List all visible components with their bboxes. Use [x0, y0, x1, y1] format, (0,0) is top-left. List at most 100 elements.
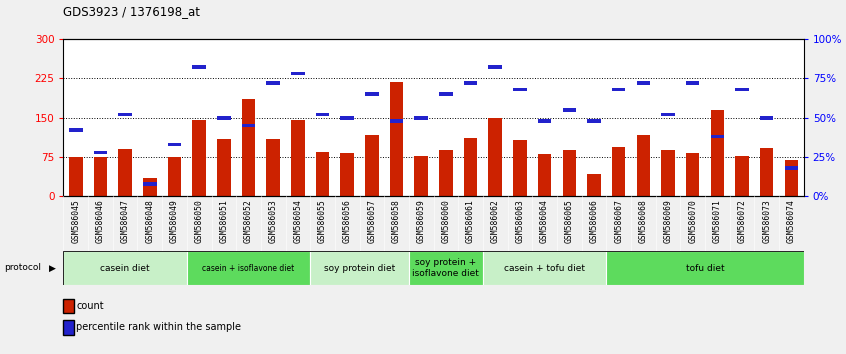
Text: soy protein +
isoflavone diet: soy protein + isoflavone diet — [413, 258, 480, 278]
Bar — [192, 65, 206, 69]
Bar — [69, 129, 83, 132]
Bar — [168, 143, 181, 146]
Bar — [464, 138, 477, 196]
Bar — [415, 116, 428, 120]
Bar — [563, 108, 576, 112]
Bar — [187, 251, 310, 285]
Bar — [686, 153, 700, 196]
Bar — [316, 152, 329, 196]
Text: GSM586057: GSM586057 — [367, 199, 376, 243]
Bar — [514, 87, 527, 91]
Text: GSM586059: GSM586059 — [417, 199, 426, 243]
Text: GSM586056: GSM586056 — [343, 199, 352, 243]
Bar — [390, 82, 404, 196]
Text: GSM586046: GSM586046 — [96, 199, 105, 243]
Text: GSM586066: GSM586066 — [590, 199, 598, 243]
Bar — [514, 140, 527, 196]
Bar — [784, 166, 798, 170]
Bar — [69, 157, 83, 196]
Text: GSM586072: GSM586072 — [738, 199, 746, 243]
Bar — [735, 155, 749, 196]
Bar — [365, 135, 379, 196]
Bar — [365, 92, 379, 96]
Bar — [563, 150, 576, 196]
Bar — [217, 139, 231, 196]
Bar — [409, 251, 483, 285]
Bar — [316, 113, 329, 116]
Text: GSM586054: GSM586054 — [294, 199, 302, 243]
Bar — [94, 150, 107, 154]
Text: GSM586074: GSM586074 — [787, 199, 796, 243]
Bar — [636, 135, 650, 196]
Bar — [711, 135, 724, 138]
Bar — [118, 113, 132, 116]
Text: tofu diet: tofu diet — [686, 264, 724, 273]
Text: count: count — [76, 301, 104, 311]
Bar — [488, 65, 502, 69]
Bar — [143, 182, 157, 186]
Text: GDS3923 / 1376198_at: GDS3923 / 1376198_at — [63, 5, 201, 18]
Bar — [291, 120, 305, 196]
Text: soy protein diet: soy protein diet — [324, 264, 395, 273]
Text: GSM586069: GSM586069 — [663, 199, 673, 243]
Text: GSM586065: GSM586065 — [565, 199, 574, 243]
Bar — [242, 99, 255, 196]
Text: casein + isoflavone diet: casein + isoflavone diet — [202, 264, 294, 273]
Bar — [192, 120, 206, 196]
Text: GSM586049: GSM586049 — [170, 199, 179, 243]
Bar — [291, 72, 305, 75]
Bar — [636, 81, 650, 85]
Bar — [686, 81, 700, 85]
Text: GSM586068: GSM586068 — [639, 199, 648, 243]
Text: GSM586050: GSM586050 — [195, 199, 204, 243]
Bar — [266, 81, 280, 85]
Bar — [735, 87, 749, 91]
Text: GSM586060: GSM586060 — [442, 199, 450, 243]
Bar — [711, 110, 724, 196]
Bar — [94, 157, 107, 196]
Bar — [464, 81, 477, 85]
Text: GSM586051: GSM586051 — [219, 199, 228, 243]
Bar — [340, 116, 354, 120]
Bar — [143, 178, 157, 196]
Bar — [662, 150, 675, 196]
Bar — [612, 147, 625, 196]
Bar — [538, 119, 552, 123]
Bar — [340, 153, 354, 196]
Bar — [439, 150, 453, 196]
Text: GSM586061: GSM586061 — [466, 199, 475, 243]
Bar — [587, 175, 601, 196]
Bar — [390, 119, 404, 123]
Text: GSM586067: GSM586067 — [614, 199, 624, 243]
Bar — [63, 251, 187, 285]
Text: GSM586071: GSM586071 — [713, 199, 722, 243]
Bar — [587, 119, 601, 123]
Text: protocol: protocol — [4, 263, 41, 273]
Text: GSM586048: GSM586048 — [146, 199, 154, 243]
Text: GSM586053: GSM586053 — [269, 199, 277, 243]
Text: ▶: ▶ — [49, 263, 56, 273]
Text: GSM586070: GSM586070 — [688, 199, 697, 243]
Bar — [118, 149, 132, 196]
Bar — [439, 92, 453, 96]
Bar — [217, 116, 231, 120]
Bar — [612, 87, 625, 91]
Bar — [607, 251, 804, 285]
Bar — [488, 118, 502, 196]
Text: GSM586058: GSM586058 — [392, 199, 401, 243]
Bar — [760, 148, 773, 196]
Text: GSM586045: GSM586045 — [71, 199, 80, 243]
Text: GSM586073: GSM586073 — [762, 199, 772, 243]
Bar — [538, 154, 552, 196]
Bar — [760, 116, 773, 120]
Bar — [242, 124, 255, 127]
Text: GSM586062: GSM586062 — [491, 199, 500, 243]
Bar — [168, 157, 181, 196]
Text: percentile rank within the sample: percentile rank within the sample — [76, 322, 241, 332]
Bar — [310, 251, 409, 285]
Text: GSM586064: GSM586064 — [540, 199, 549, 243]
Text: casein + tofu diet: casein + tofu diet — [504, 264, 585, 273]
Text: GSM586055: GSM586055 — [318, 199, 327, 243]
Text: GSM586063: GSM586063 — [515, 199, 525, 243]
Text: casein diet: casein diet — [101, 264, 150, 273]
